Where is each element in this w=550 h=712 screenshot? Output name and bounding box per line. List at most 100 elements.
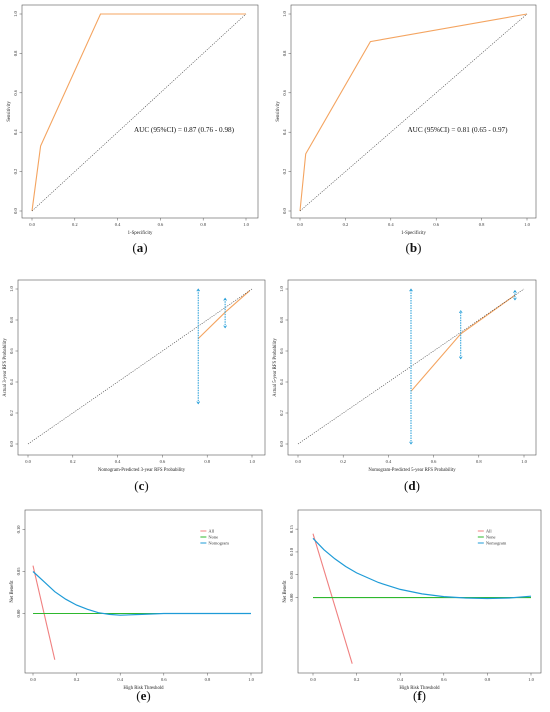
series-roc bbox=[31, 13, 246, 212]
series-all bbox=[32, 565, 56, 660]
x-tick-label: 0.2 bbox=[354, 677, 360, 682]
caption-paren-open: ( bbox=[134, 478, 138, 493]
y-tick-label: 1.0 bbox=[9, 285, 14, 291]
panel-d: 0.0 0.2 0.4 0.6 0.8 1.0 0.0 0.2 0.4 0.6 0.8 1.0 Nomo… bbox=[273, 279, 537, 493]
y-tick-label: 0.4 bbox=[282, 129, 287, 135]
x-axis-label: High Risk Threshold bbox=[123, 686, 164, 691]
y-tick-label: 0.0 bbox=[9, 440, 14, 446]
caption-paren-close: ) bbox=[143, 240, 147, 255]
y-tick-label: 0.0 bbox=[282, 207, 287, 213]
x-tick-label: 0.8 bbox=[476, 459, 482, 464]
panel-c: 0.0 0.2 0.4 0.6 0.8 1.0 0.0 0.2 0.4 0.6 0.8 1.0 Nomo… bbox=[3, 279, 266, 493]
y-tick-label: 0.2 bbox=[13, 169, 18, 175]
series-nomogram bbox=[32, 571, 251, 616]
y-tick-label: 0.0 bbox=[13, 207, 18, 213]
caption-letter: c bbox=[139, 478, 145, 493]
x-tick-label: 1.0 bbox=[524, 222, 530, 227]
x-tick-label: 0.0 bbox=[310, 677, 316, 682]
x-tick-label: 0.0 bbox=[297, 222, 303, 227]
y-tick-label: 0.15 bbox=[289, 524, 294, 533]
caption-letter: a bbox=[137, 240, 144, 255]
error-bar-cap-bottom bbox=[409, 441, 413, 445]
caption-paren-open: ( bbox=[404, 478, 408, 493]
y-tick-label: 0.6 bbox=[9, 347, 14, 353]
y-tick-label: 0.2 bbox=[282, 169, 287, 175]
legend-label-none: None bbox=[208, 535, 218, 540]
series-calibration bbox=[197, 290, 251, 339]
x-tick-label: 0.6 bbox=[441, 677, 447, 682]
x-tick-label: 0.8 bbox=[204, 459, 210, 464]
x-tick-label: 0.4 bbox=[117, 677, 123, 682]
x-tick-label: 0.6 bbox=[160, 459, 166, 464]
y-tick-label: 1.0 bbox=[282, 10, 287, 16]
panel-f: 0.0 0.2 0.4 0.6 0.8 1.0 0.00 0.05 0.10 0.15 High R… bbox=[283, 509, 542, 703]
x-tick-label: 1.0 bbox=[528, 677, 534, 682]
x-tick-label: 0.4 bbox=[386, 459, 392, 464]
series-roc bbox=[299, 13, 528, 212]
y-tick-label: 0.8 bbox=[13, 50, 18, 56]
y-tick-label: 0.4 bbox=[13, 129, 18, 135]
x-tick-label: 1.0 bbox=[249, 459, 255, 464]
x-tick-label: 0.6 bbox=[431, 459, 437, 464]
x-tick-label: 0.2 bbox=[74, 677, 80, 682]
error-bar-cap-top bbox=[409, 288, 413, 292]
y-tick-label: 0.10 bbox=[16, 525, 21, 534]
y-axis-label: Net Benefit bbox=[283, 580, 288, 603]
y-tick-label: 1.0 bbox=[279, 285, 284, 291]
legend-label-all: All bbox=[208, 529, 215, 534]
auc-annotation: AUC (95%CI) = 0.87 (0.76 - 0.98) bbox=[134, 126, 235, 134]
error-bar-cap-bottom bbox=[223, 325, 227, 329]
x-tick-label: 0.2 bbox=[343, 222, 349, 227]
y-axis-label: Actual 3-year RFS Probability bbox=[3, 338, 8, 397]
caption-paren-close: ) bbox=[417, 240, 421, 255]
y-tick-label: 0.4 bbox=[279, 378, 284, 384]
y-tick-label: 0.8 bbox=[282, 50, 287, 56]
caption-paren-close: ) bbox=[144, 478, 148, 493]
panel-caption: (a) bbox=[132, 240, 147, 255]
panel-b: 0.0 0.2 0.4 0.6 0.8 1.0 0.0 0.2 0.4 0.6 0.8 1.0 1-Sp… bbox=[276, 4, 537, 255]
error-bar-cap-bottom bbox=[196, 401, 201, 405]
y-tick-label: 0.6 bbox=[282, 89, 287, 95]
x-tick-label: 0.2 bbox=[340, 459, 346, 464]
error-bar-cap-bottom bbox=[513, 297, 517, 301]
x-tick-label: 0.2 bbox=[70, 459, 76, 464]
series-reference bbox=[31, 13, 247, 212]
caption-paren-open: ( bbox=[413, 688, 417, 703]
x-tick-label: 0.0 bbox=[295, 459, 301, 464]
x-tick-label: 0.0 bbox=[29, 222, 35, 227]
plot-frame bbox=[17, 279, 266, 456]
y-tick-label: 1.0 bbox=[13, 10, 18, 16]
legend-label-all: All bbox=[486, 529, 493, 534]
x-tick-label: 0.8 bbox=[485, 677, 491, 682]
caption-letter: e bbox=[141, 688, 147, 703]
legend-label-none: None bbox=[486, 535, 496, 540]
caption-paren-open: ( bbox=[406, 240, 410, 255]
panel-caption: (b) bbox=[406, 240, 422, 255]
plot-frame bbox=[21, 4, 259, 219]
x-tick-label: 1.0 bbox=[521, 459, 527, 464]
y-axis-label: Sensitivity bbox=[276, 101, 281, 122]
x-tick-label: 1.0 bbox=[248, 677, 254, 682]
x-tick-label: 0.6 bbox=[433, 222, 439, 227]
caption-paren-open: ( bbox=[136, 688, 140, 703]
series-calibration bbox=[410, 294, 516, 392]
x-tick-label: 0.4 bbox=[388, 222, 394, 227]
error-bar-cap-top bbox=[223, 297, 227, 301]
y-tick-label: 0.00 bbox=[289, 593, 294, 602]
legend-label-nomogram: Nomogram bbox=[208, 541, 229, 546]
error-bar-cap-bottom bbox=[458, 356, 463, 360]
plot-frame bbox=[24, 509, 263, 674]
x-tick-label: 1.0 bbox=[243, 222, 249, 227]
x-tick-label: 0.4 bbox=[115, 459, 121, 464]
caption-paren-close: ) bbox=[416, 478, 420, 493]
caption-paren-close: ) bbox=[422, 688, 426, 703]
caption-paren-open: ( bbox=[132, 240, 136, 255]
y-tick-label: 0.8 bbox=[9, 316, 14, 322]
y-tick-label: 0.10 bbox=[289, 547, 294, 556]
panel-caption: (f) bbox=[413, 688, 426, 703]
x-axis-label: 1-Specificity bbox=[401, 231, 426, 236]
y-tick-label: 0.00 bbox=[16, 609, 21, 618]
caption-letter: d bbox=[408, 478, 416, 493]
y-axis-label: Sensitivity bbox=[7, 101, 12, 122]
